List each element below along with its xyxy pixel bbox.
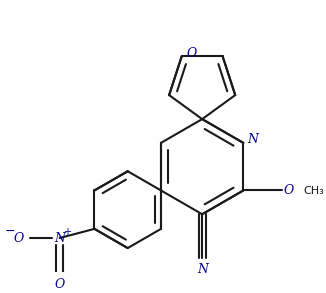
Text: CH₃: CH₃ bbox=[304, 186, 324, 196]
Text: O: O bbox=[54, 278, 65, 291]
Text: O: O bbox=[187, 47, 197, 60]
Text: O: O bbox=[13, 231, 24, 245]
Text: −: − bbox=[5, 225, 16, 238]
Text: O: O bbox=[284, 184, 294, 197]
Text: N: N bbox=[247, 133, 258, 146]
Text: +: + bbox=[63, 226, 71, 237]
Text: N: N bbox=[54, 231, 65, 245]
Text: N: N bbox=[198, 263, 209, 276]
